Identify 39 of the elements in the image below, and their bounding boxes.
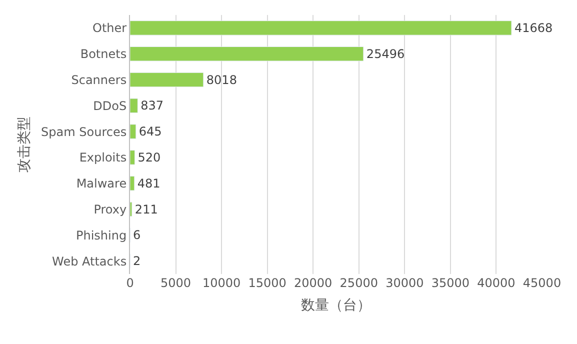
data-label: 520 xyxy=(138,150,161,164)
data-label: 41668 xyxy=(514,20,553,35)
bar xyxy=(130,176,135,191)
y-tick-label: Other xyxy=(92,21,127,36)
y-tick-label: Botnets xyxy=(80,47,127,62)
y-tick-label: Spam Sources xyxy=(41,124,127,139)
x-tick-label: 0 xyxy=(126,276,134,290)
data-label: 837 xyxy=(140,98,164,113)
data-label: 2 xyxy=(133,254,141,268)
bar xyxy=(130,98,138,114)
bar xyxy=(130,124,136,139)
y-tick-label: Scanners xyxy=(71,72,127,87)
data-label: 6 xyxy=(133,228,141,242)
data-label: 8018 xyxy=(206,72,237,87)
data-label: 481 xyxy=(137,176,160,190)
x-tick-label: 5000 xyxy=(160,276,192,290)
data-label: 645 xyxy=(138,124,162,139)
x-axis-title: 数量（台） xyxy=(301,297,371,314)
bar xyxy=(130,150,136,165)
y-tick-label: Malware xyxy=(76,176,127,191)
x-tick-label: 15000 xyxy=(248,276,286,290)
y-tick-label: Proxy xyxy=(94,202,127,216)
x-tick-label: 40000 xyxy=(477,276,516,290)
x-tick-label: 10000 xyxy=(202,276,241,290)
x-tick-label: 35000 xyxy=(431,276,470,290)
x-tick-label: 45000 xyxy=(522,276,562,290)
data-label: 211 xyxy=(134,202,158,216)
x-tick-label: 25000 xyxy=(340,276,378,290)
y-tick-label: Exploits xyxy=(79,150,127,165)
bar xyxy=(130,20,512,36)
bar xyxy=(130,72,204,88)
y-axis-title: 攻击类型 xyxy=(16,116,33,172)
x-tick-label: 20000 xyxy=(294,276,332,290)
x-tick-label: 30000 xyxy=(386,276,424,290)
y-tick-label: DDoS xyxy=(93,98,127,113)
data-label: 25496 xyxy=(366,46,405,61)
y-tick-label: Web Attacks xyxy=(52,254,127,268)
bar xyxy=(130,46,364,62)
y-tick-label: Phishing xyxy=(76,228,127,242)
